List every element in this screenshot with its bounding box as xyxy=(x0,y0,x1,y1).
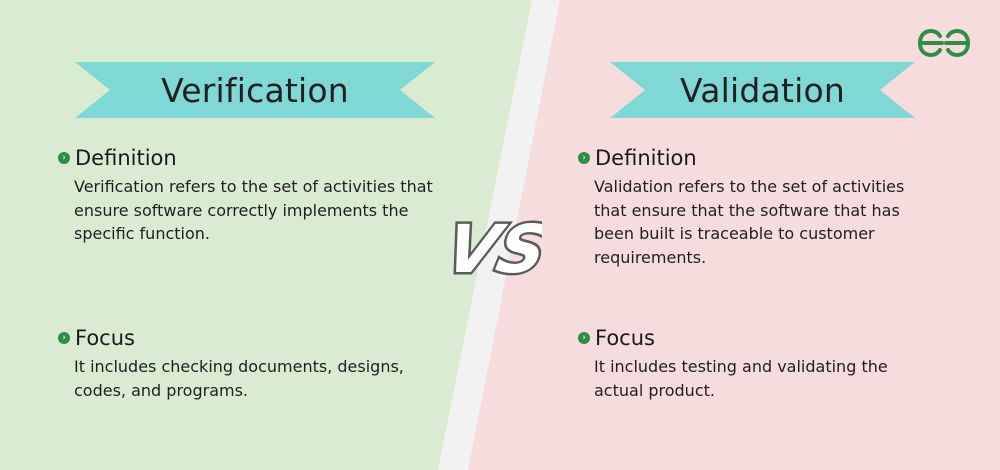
validation-focus-section: › Focus It includes testing and validati… xyxy=(578,325,938,402)
diagonal-divider xyxy=(438,0,560,470)
section-heading: › Focus xyxy=(578,325,938,351)
validation-definition-section: › Definition Validation refers to the se… xyxy=(578,145,938,269)
section-body: It includes testing and validating the a… xyxy=(594,357,888,400)
validation-ribbon: Validation xyxy=(610,60,915,120)
section-heading: › Focus xyxy=(58,325,448,351)
verification-title: Verification xyxy=(161,70,349,110)
verification-focus-section: › Focus It includes checking documents, … xyxy=(58,325,448,402)
chevron-right-icon: › xyxy=(578,152,590,164)
heading-text: Focus xyxy=(595,326,655,350)
heading-text: Definition xyxy=(75,146,177,170)
ribbon-shape xyxy=(610,62,915,118)
heading-text: Definition xyxy=(595,146,697,170)
verification-ribbon: Verification xyxy=(75,60,435,120)
section-body: Verification refers to the set of activi… xyxy=(74,177,433,243)
section-body: It includes checking documents, designs,… xyxy=(74,357,404,400)
section-body: Validation refers to the set of activiti… xyxy=(594,177,905,267)
vs-badge: VS xyxy=(437,208,542,290)
heading-text: Focus xyxy=(75,326,135,350)
section-heading: › Definition xyxy=(58,145,448,171)
ribbon-shape xyxy=(75,62,435,118)
vs-label: VS xyxy=(439,211,542,288)
chevron-right-icon: › xyxy=(578,332,590,344)
section-heading: › Definition xyxy=(578,145,938,171)
chevron-right-icon: › xyxy=(58,152,70,164)
geeksforgeeks-logo-icon xyxy=(917,28,971,58)
validation-title: Validation xyxy=(680,70,845,110)
verification-definition-section: › Definition Verification refers to the … xyxy=(58,145,448,246)
chevron-right-icon: › xyxy=(58,332,70,344)
